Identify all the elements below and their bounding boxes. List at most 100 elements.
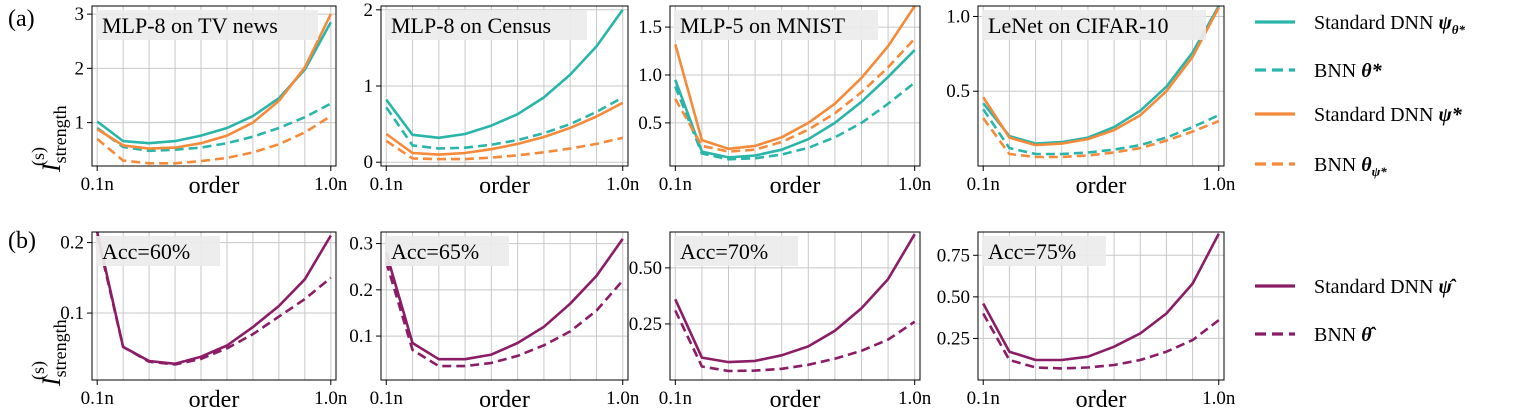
legend-main: BNN xyxy=(1314,324,1361,346)
y-tick-label: 0.50 xyxy=(629,258,662,279)
series-line xyxy=(385,9,624,140)
legend-symbol: ψ xyxy=(1438,12,1452,34)
subplot-title: MLP-5 on MNIST xyxy=(680,13,846,38)
legend-symbol: θ xyxy=(1361,154,1372,176)
ylabel-sub: strength xyxy=(50,105,70,163)
x-tick-label: 0.1n xyxy=(81,388,115,409)
subplot-title: Acc=75% xyxy=(988,239,1076,264)
legend-symbol: θ̂ xyxy=(1361,324,1376,346)
subplot-title: LeNet on CIFAR-10 xyxy=(988,13,1168,38)
x-axis-label: order xyxy=(189,387,240,413)
plot-frame xyxy=(669,231,921,381)
series-line xyxy=(674,49,916,159)
x-tick-label: 1.0n xyxy=(1202,388,1236,409)
y-tick-label: 0.5 xyxy=(638,113,662,134)
x-tick-label: 0.1n xyxy=(967,388,1001,409)
legend-symbol: θ* xyxy=(1361,60,1382,82)
series-group xyxy=(385,9,624,161)
y-tick-label: 2 xyxy=(364,0,374,21)
x-tick-label: 1.0n xyxy=(314,388,348,409)
series-group xyxy=(385,238,624,368)
title-box xyxy=(982,10,1206,40)
x-tick-label: 0.1n xyxy=(370,388,404,409)
title-box xyxy=(674,10,878,40)
plot-frame xyxy=(380,231,629,381)
subplot-3: 0.5 1.0 1.5 0.1n 1.0n order MLP-5 on MNIST xyxy=(638,5,932,199)
x-axis-label: order xyxy=(770,173,821,199)
x-tick-label: 1.0n xyxy=(606,174,640,195)
series-line xyxy=(982,117,1220,159)
x-tick-label: 1.0n xyxy=(314,174,348,195)
svg-text:Istrength: Istrength xyxy=(37,105,70,173)
series-line xyxy=(982,233,1220,362)
title-box xyxy=(96,236,220,266)
subplot-1: 1 2 3 0.1n 1.0n order MLP-8 on TV news xyxy=(75,4,348,199)
legend-entry: Standard DNN ψ* xyxy=(1255,104,1463,126)
legend-entry: BNN θψ* xyxy=(1255,154,1387,179)
legend-entry: Standard DNN ψθ* xyxy=(1255,12,1466,37)
legend-symbol: ψ̂ xyxy=(1438,276,1456,298)
subplot-title: MLP-8 on Census xyxy=(391,13,551,38)
series-line xyxy=(96,21,332,145)
x-axis-label: order xyxy=(479,173,530,199)
y-axis-label-top: Istrength (s) xyxy=(28,105,70,173)
series-line xyxy=(674,233,916,364)
y-tick-label: 0.25 xyxy=(629,314,662,335)
series-group xyxy=(96,13,332,165)
y-tick-label: 0.1 xyxy=(349,326,373,347)
subplot-title: Acc=65% xyxy=(391,239,479,264)
ylabel-sub: strength xyxy=(50,319,70,377)
series-line xyxy=(982,312,1220,370)
ylabel-sup: (s) xyxy=(28,361,49,380)
legend-text: BNN θ̂ xyxy=(1314,324,1377,346)
y-tick-label: 1 xyxy=(364,76,374,97)
legend-main: BNN xyxy=(1314,60,1361,82)
svg-text:Istrength: Istrength xyxy=(37,319,70,387)
y-tick-label: 0.2 xyxy=(60,233,84,254)
series-line xyxy=(674,81,916,161)
series-line xyxy=(385,136,623,161)
ylabel-main: I xyxy=(37,162,66,173)
x-tick-label: 1.0n xyxy=(1202,174,1236,195)
subplot-title: Acc=60% xyxy=(102,239,190,264)
plot-frame xyxy=(380,5,629,167)
panel-label-a: (a) xyxy=(8,6,35,32)
series-line xyxy=(982,6,1220,145)
legend-entry: BNN θ̂ xyxy=(1255,324,1377,346)
x-axis-label: order xyxy=(189,173,240,199)
series-line xyxy=(385,96,624,150)
x-tick-label: 0.1n xyxy=(370,174,404,195)
legend-text: Standard DNN ψ̂ xyxy=(1314,276,1457,298)
legend-entry: Standard DNN ψ̂ xyxy=(1255,276,1457,298)
legend-entry: BNN θ* xyxy=(1255,60,1383,82)
ylabel-sup: (s) xyxy=(28,147,49,166)
legend-symbol: ψ* xyxy=(1438,104,1462,126)
x-tick-label: 0.1n xyxy=(659,388,693,409)
series-line xyxy=(982,108,1220,156)
subplot-6: 0.1 0.2 0.3 0.1n 1.0n order Acc=65% xyxy=(349,231,640,413)
y-tick-label: 1.5 xyxy=(638,17,662,38)
legend-text: Standard DNN ψ* xyxy=(1314,104,1463,126)
series-line xyxy=(385,238,624,361)
subplot-7: 0.25 0.50 0.1n 1.0n order Acc=70% xyxy=(629,231,932,413)
legend-subscript: ψ* xyxy=(1372,164,1388,179)
series-group xyxy=(674,233,916,373)
x-axis-label: order xyxy=(1076,387,1127,413)
y-tick-label: 0.1 xyxy=(60,303,84,324)
series-line xyxy=(674,309,916,373)
subplot-5: 0.1 0.2 0.1n 1.0n order Acc=60% xyxy=(60,231,348,413)
legend-main: Standard DNN xyxy=(1314,104,1438,126)
y-tick-label: 1.0 xyxy=(946,6,970,27)
subplot-4: 0.5 1.0 0.1n 1.0n order LeNet on CIFAR-10 xyxy=(946,5,1236,199)
legend-subscript: θ* xyxy=(1452,22,1466,37)
x-axis-label: order xyxy=(770,387,821,413)
series-group xyxy=(982,233,1220,370)
x-tick-label: 0.1n xyxy=(81,174,115,195)
legend-bottom: Standard DNN ψ̂ BNN θ̂ xyxy=(1255,276,1457,346)
title-box xyxy=(385,10,587,40)
plot-frame xyxy=(91,231,337,381)
y-tick-label: 0.50 xyxy=(937,287,970,308)
plot-frame xyxy=(977,231,1225,381)
